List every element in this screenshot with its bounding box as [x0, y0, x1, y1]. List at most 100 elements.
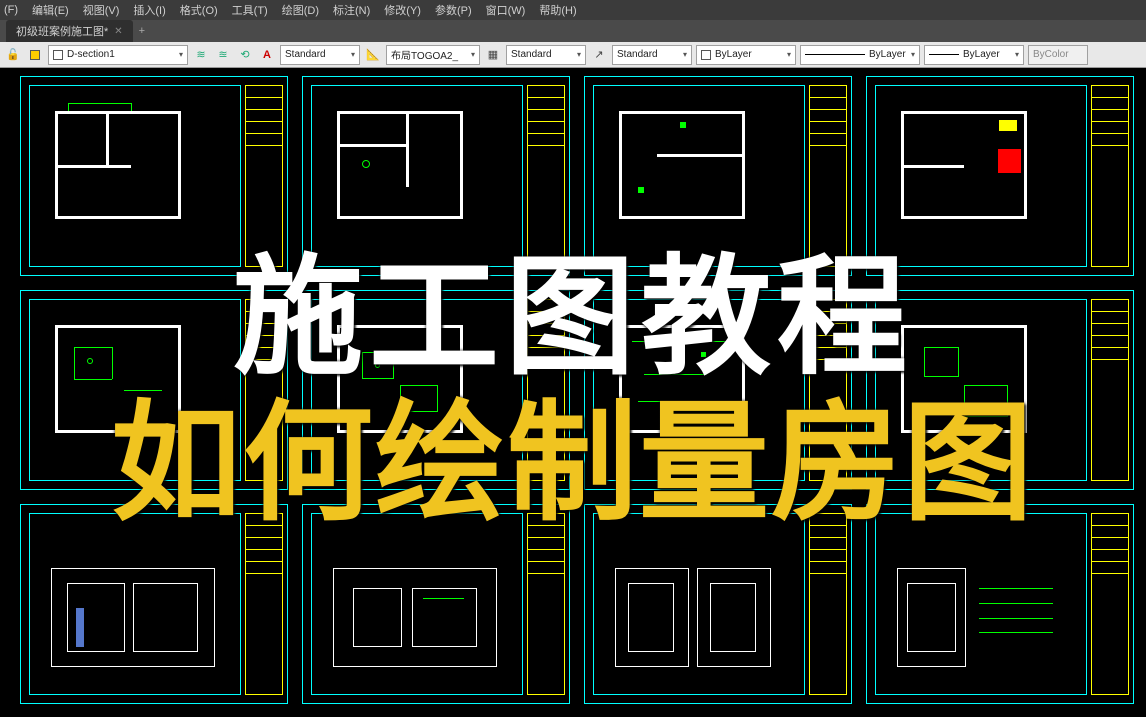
chevron-down-icon: ▾ [787, 50, 791, 59]
sheet-grid [20, 76, 1134, 704]
dim-style-dropdown[interactable]: 布局TOGOA2_ ▾ [386, 45, 480, 65]
title-block [245, 513, 283, 695]
menu-insert[interactable]: 插入(I) [133, 2, 165, 18]
linetype-dropdown[interactable]: ByLayer ▾ [924, 45, 1024, 65]
sheet-inner [593, 299, 805, 481]
sheet-floorplan [584, 290, 852, 490]
sheet-inner [311, 299, 523, 481]
floorplan [619, 325, 745, 433]
floorplan [337, 111, 463, 219]
tab-new-icon[interactable]: + [139, 25, 145, 37]
title-block [1091, 513, 1129, 695]
floorplan [901, 111, 1027, 219]
layer-dropdown[interactable]: D-section1 ▾ [48, 45, 188, 65]
title-block [527, 513, 565, 695]
menu-view[interactable]: 视图(V) [83, 2, 120, 18]
sheet-inner [311, 513, 523, 695]
plotstyle-value: ByColor [1033, 49, 1069, 60]
tab-active[interactable]: 初级班案例施工图* ✕ [6, 20, 133, 42]
dim-style-value: 布局TOGOA2_ [391, 47, 458, 62]
floorplan [619, 111, 745, 219]
floorplan [901, 325, 1027, 433]
sheet-floorplan [584, 76, 852, 276]
chevron-down-icon: ▾ [577, 50, 581, 59]
chevron-down-icon: ▾ [351, 50, 355, 59]
menu-edit[interactable]: 编辑(E) [32, 2, 69, 18]
layer-tool-icon[interactable]: ≋ [192, 46, 210, 64]
linetype-value: ByLayer [963, 49, 1000, 60]
drawing-canvas[interactable]: 施工图教程 如何绘制量房图 [0, 68, 1146, 717]
menu-tools[interactable]: 工具(T) [232, 2, 268, 18]
title-block [809, 513, 847, 695]
lineweight-sample [805, 54, 865, 55]
lineweight-value: ByLayer [869, 49, 906, 60]
menu-file[interactable]: (F) [4, 4, 18, 16]
title-block [245, 85, 283, 267]
floorplan [55, 325, 181, 433]
layer-color-swatch [53, 50, 63, 60]
menu-bar: (F) 编辑(E) 视图(V) 插入(I) 格式(O) 工具(T) 绘图(D) … [0, 0, 1146, 20]
tab-label: 初级班案例施工图* [16, 23, 108, 39]
menu-format[interactable]: 格式(O) [180, 2, 218, 18]
menu-dimension[interactable]: 标注(N) [333, 2, 370, 18]
floorplan [55, 111, 181, 219]
sheet-inner [875, 85, 1087, 267]
sheet-elevation [584, 504, 852, 704]
color-swatch [701, 50, 711, 60]
dim-style-icon[interactable]: 📐 [364, 46, 382, 64]
title-block [1091, 299, 1129, 481]
lineweight-dropdown[interactable]: ByLayer ▾ [800, 45, 920, 65]
sheet-floorplan [302, 76, 570, 276]
mleader-style-icon[interactable]: ↗ [590, 46, 608, 64]
menu-modify[interactable]: 修改(Y) [384, 2, 421, 18]
menu-draw[interactable]: 绘图(D) [282, 2, 319, 18]
tab-close-icon[interactable]: ✕ [114, 26, 122, 37]
plotstyle-dropdown[interactable]: ByColor [1028, 45, 1088, 65]
linetype-sample [929, 54, 959, 55]
sheet-floorplan [866, 290, 1134, 490]
text-style-dropdown[interactable]: Standard ▾ [280, 45, 360, 65]
sheet-inner [593, 513, 805, 695]
menu-window[interactable]: 窗口(W) [486, 2, 526, 18]
sheet-elevation [20, 504, 288, 704]
text-style-value: Standard [285, 49, 326, 60]
elevation [615, 568, 779, 667]
document-tabs: 初级班案例施工图* ✕ + [0, 20, 1146, 42]
properties-toolbar: 🔓 D-section1 ▾ ≋ ≊ ⟲ A Standard ▾ 📐 布局TO… [0, 42, 1146, 68]
layer-name: D-section1 [67, 49, 115, 60]
title-block [527, 299, 565, 481]
layer-prev-icon[interactable]: ⟲ [236, 46, 254, 64]
sheet-inner [593, 85, 805, 267]
elevation [51, 568, 215, 667]
sheet-inner [875, 299, 1087, 481]
chevron-down-icon: ▾ [1015, 50, 1019, 59]
elevation [897, 568, 1061, 667]
chevron-down-icon: ▾ [911, 50, 915, 59]
layer-icon[interactable]: 🔓 [4, 46, 22, 64]
sheet-floorplan [20, 290, 288, 490]
mleader-style-value: Standard [617, 49, 658, 60]
table-style-dropdown[interactable]: Standard ▾ [506, 45, 586, 65]
menu-parametric[interactable]: 参数(P) [435, 2, 472, 18]
text-style-icon[interactable]: A [258, 46, 276, 64]
sheet-floorplan [302, 290, 570, 490]
sheet-inner [29, 299, 241, 481]
menu-help[interactable]: 帮助(H) [539, 2, 576, 18]
color-dropdown[interactable]: ByLayer ▾ [696, 45, 796, 65]
sheet-inner [29, 85, 241, 267]
color-value: ByLayer [715, 49, 752, 60]
chevron-down-icon: ▾ [179, 50, 183, 59]
chevron-down-icon: ▾ [683, 50, 687, 59]
chevron-down-icon: ▾ [471, 50, 475, 59]
sheet-inner [311, 85, 523, 267]
elevation [333, 568, 497, 667]
layer-match-icon[interactable]: ≊ [214, 46, 232, 64]
title-block [1091, 85, 1129, 267]
sheet-floorplan [20, 76, 288, 276]
sheet-inner [29, 513, 241, 695]
sheet-floorplan [866, 76, 1134, 276]
sheet-elevation [302, 504, 570, 704]
mleader-style-dropdown[interactable]: Standard ▾ [612, 45, 692, 65]
table-style-icon[interactable]: ▦ [484, 46, 502, 64]
layer-state-icon[interactable] [26, 46, 44, 64]
